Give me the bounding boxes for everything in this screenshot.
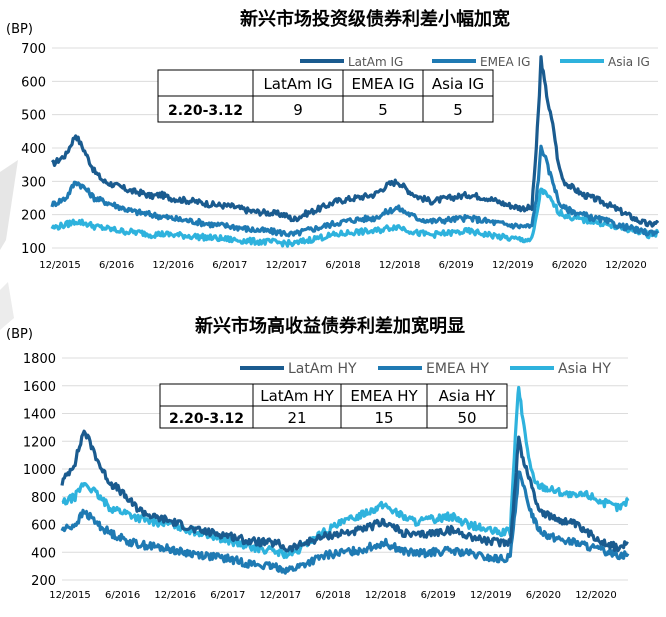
x-tick-label: 12/2020 (575, 590, 617, 601)
x-tick-label: 6/2017 (210, 590, 245, 601)
x-tick-label: 12/2019 (470, 590, 512, 601)
series-line-latam (50, 55, 660, 228)
y-tick-label: 800 (31, 491, 56, 506)
x-tick-label: 12/2018 (379, 260, 421, 271)
series-line-emea (50, 144, 660, 238)
series-line-emea (60, 470, 630, 575)
table-cell: 2.20-3.12 (169, 411, 244, 427)
chart-1: 新兴市场投资级债券利差小幅加宽 (BP) 100 200 300 400 500 600 700… (6, 8, 660, 271)
series-line-asia (61, 385, 630, 560)
y-tick-label: 700 (21, 42, 46, 57)
y-axis-label: (BP) (6, 327, 33, 342)
x-tick-label: 6/2019 (421, 590, 456, 601)
chart-title: 新兴市场投资级债券利差小幅加宽 (240, 8, 510, 30)
table-cell: 15 (374, 409, 393, 427)
y-tick-label: 100 (21, 242, 46, 257)
x-tick-label: 6/2017 (212, 260, 247, 271)
legend-label-emea: EMEA HY (426, 361, 489, 377)
y-tick-label: 500 (21, 109, 46, 124)
x-tick-label: 12/2016 (154, 590, 196, 601)
chart-2: 新兴市场高收益债券利差加宽明显 (BP) 200 400 600 800 1000 1200 1… (6, 315, 630, 601)
x-tick-label: 6/2018 (315, 590, 350, 601)
watermark-swoosh-lower (0, 282, 14, 330)
y-tick-label: 200 (31, 574, 56, 589)
y-tick-label: 600 (31, 519, 56, 534)
y-tick-label: 400 (31, 546, 56, 561)
table-header-cell: EMEA IG (352, 75, 415, 93)
x-tick-label: 12/2019 (492, 260, 534, 271)
watermark-swoosh (0, 160, 18, 250)
table-cell: 50 (457, 409, 476, 427)
y-axis-label: (BP) (6, 22, 33, 37)
y-tick-label: 1000 (23, 463, 56, 478)
y-tick-label: 300 (21, 175, 46, 190)
y-tick-label: 1800 (23, 352, 56, 367)
series-line-latam (60, 429, 629, 553)
x-tick-label: 6/2019 (439, 260, 474, 271)
x-tick-label: 12/2018 (365, 590, 407, 601)
x-tick-label: 12/2020 (605, 260, 647, 271)
table-header-cell: Asia HY (439, 387, 496, 405)
table-header-cell: LatAm IG (263, 75, 332, 93)
y-tick-label: 1400 (23, 408, 56, 423)
legend-label-latam: LatAm HY (288, 361, 357, 377)
x-tick-label: 12/2015 (49, 590, 91, 601)
table-cell: 2.20-3.12 (168, 103, 243, 119)
x-tick-label: 6/2020 (526, 590, 561, 601)
x-tick-label: 6/2016 (99, 260, 134, 271)
table-header-cell: LatAm HY (260, 387, 334, 405)
legend-label-latam: LatAm IG (348, 55, 403, 69)
series-line-asia (50, 187, 660, 248)
table-cell: 21 (287, 409, 306, 427)
table-cell: 9 (293, 101, 303, 119)
table-header-cell: EMEA HY (350, 387, 418, 405)
y-tick-label: 1600 (23, 380, 56, 395)
x-tick-label: 6/2018 (325, 260, 360, 271)
y-tick-label: 200 (21, 209, 46, 224)
x-tick-label: 12/2017 (260, 590, 302, 601)
table-cell: 5 (453, 101, 463, 119)
chart-title: 新兴市场高收益债券利差加宽明显 (195, 315, 465, 337)
y-tick-label: 1200 (23, 435, 56, 450)
x-tick-label: 12/2017 (266, 260, 308, 271)
table-cell: 5 (378, 101, 388, 119)
x-tick-label: 12/2016 (152, 260, 194, 271)
x-tick-label: 6/2020 (552, 260, 587, 271)
table-header-cell: Asia IG (432, 75, 484, 93)
legend-label-asia: Asia HY (558, 361, 611, 377)
legend-label-asia: Asia IG (608, 55, 650, 69)
y-tick-label: 400 (21, 142, 46, 157)
x-tick-label: 12/2015 (39, 260, 81, 271)
legend-label-emea: EMEA IG (480, 55, 530, 69)
y-tick-label: 600 (21, 75, 46, 90)
x-tick-label: 6/2016 (105, 590, 140, 601)
